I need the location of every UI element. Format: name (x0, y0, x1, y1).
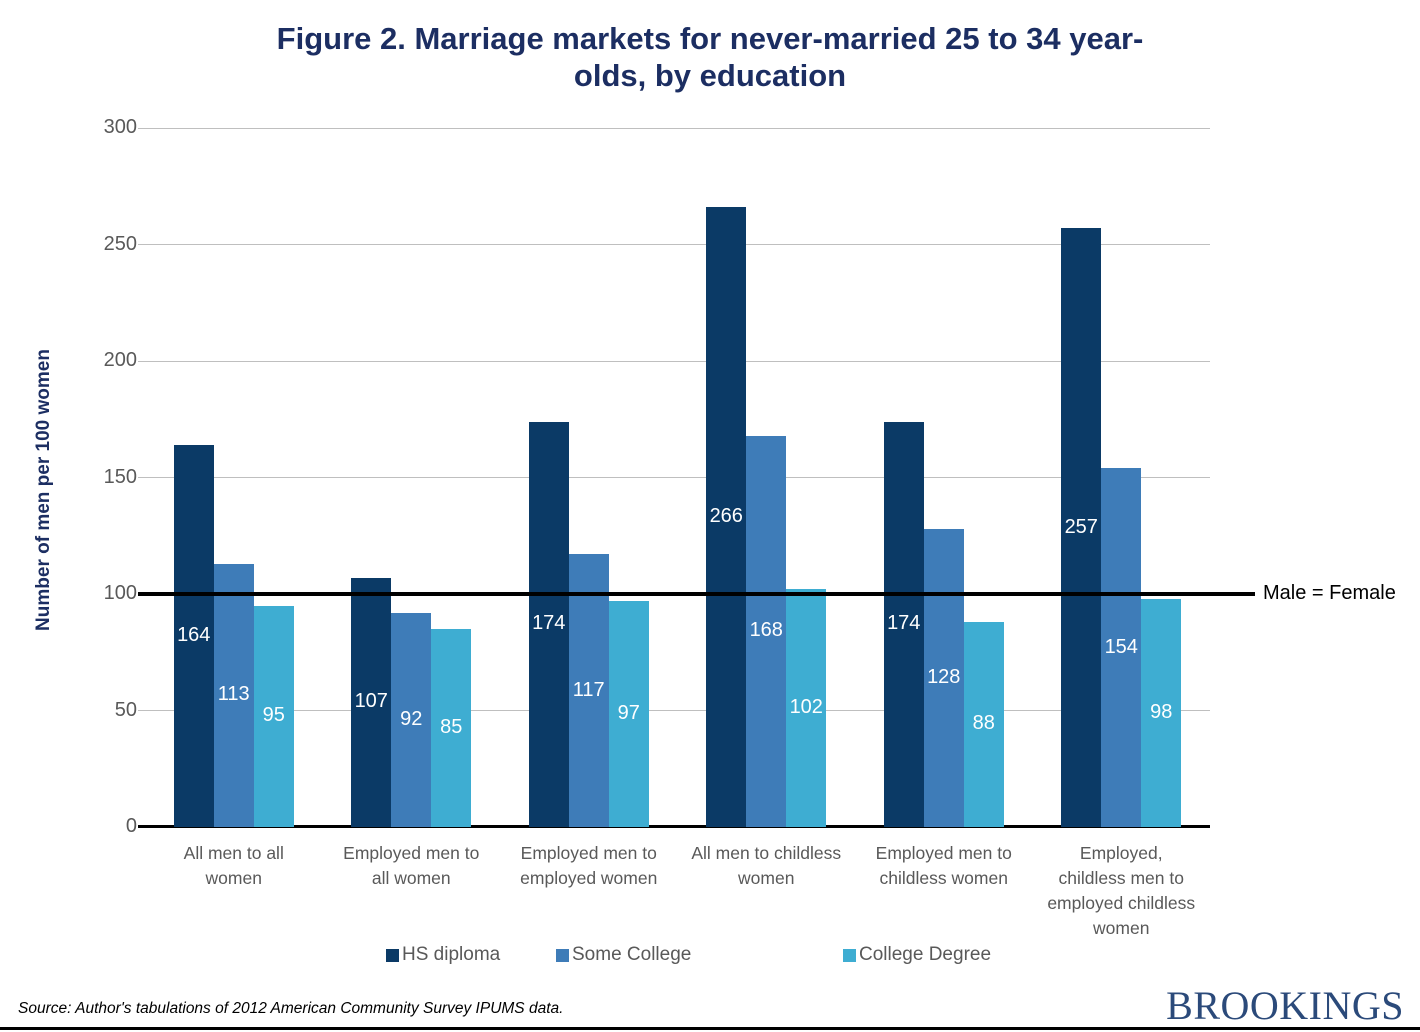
bar-college-degree-0 (253, 605, 294, 827)
plot-area: 0 50 100 150 200 250 300 164 107 174 266 174 257 113 9… (104, 116, 1255, 837)
gridline-200 (138, 360, 1210, 362)
legend-swatch (556, 948, 569, 962)
y-tick-label-100: 100 (103, 582, 137, 604)
bar-hs-diploma-1 (351, 577, 392, 827)
y-axis-title: Number of men per 100 women (33, 349, 54, 631)
source-note: Source: Author's tabulations of 2012 Ame… (18, 1000, 564, 1017)
legend-label: College Degree (859, 944, 992, 965)
bar-value-label: 97 (617, 702, 640, 724)
x-category-label-2: Employed men to employed women (520, 843, 658, 888)
bar-value-label: 98 (1150, 700, 1173, 723)
bar-value-label: 107 (354, 690, 388, 713)
bar-hs-diploma-2 (528, 421, 569, 827)
bar-value-label: 92 (400, 707, 423, 730)
bar-value-label: 168 (749, 619, 783, 642)
x-category-label-5: Employed, childless men to employed chil… (1047, 843, 1196, 938)
bar-hs-diploma-4 (883, 421, 924, 827)
reference-line-label: Male = Female (1263, 582, 1396, 604)
x-category-label-4: Employed men to childless women (875, 843, 1012, 888)
bar-college-degree-1 (431, 628, 472, 827)
bar-value-label: 257 (1064, 515, 1098, 538)
bar-college-degree-2 (608, 601, 649, 827)
x-category-label-0: All men to all women (183, 843, 284, 888)
y-tick-label-250: 250 (103, 232, 137, 255)
x-category-label-1: Employed men to all women (343, 843, 480, 888)
bar-value-label: 113 (217, 683, 250, 706)
bar-some-college-1 (391, 612, 432, 827)
bar-value-label: 174 (887, 612, 921, 635)
y-tick-label-50: 50 (114, 698, 137, 721)
y-tick-label-300: 300 (103, 116, 137, 138)
legend-item-hs-diploma: HS diploma (386, 944, 500, 966)
brookings-logo: BROOKINGS (1166, 983, 1404, 1028)
bar-some-college-5 (1101, 468, 1142, 827)
legend-swatch (386, 948, 399, 962)
bar-value-label: 266 (709, 505, 743, 528)
bar-value-label: 88 (972, 712, 995, 735)
y-tick-label-150: 150 (103, 465, 137, 488)
gridline-150 (138, 477, 1210, 478)
bar-hs-diploma-3 (706, 207, 747, 827)
legend-item-some-college: Some College (556, 944, 691, 966)
bar-hs-diploma-5 (1061, 228, 1102, 827)
bottom-rule (0, 1027, 1420, 1030)
bar-value-label: 102 (789, 696, 823, 719)
x-category-label-3: All men to childless women (691, 843, 842, 888)
reference-line (138, 592, 1255, 596)
bar-value-label: 164 (177, 623, 211, 646)
bar-college-degree-5 (1141, 598, 1182, 827)
bar-value-label: 85 (440, 715, 463, 738)
bar-some-college-4 (923, 528, 964, 827)
bar-hs-diploma-0 (173, 444, 214, 827)
bar-value-label: 128 (927, 665, 961, 688)
legend-label: HS diploma (402, 944, 501, 965)
x-axis-line (138, 825, 1210, 828)
bar-value-label: 117 (572, 678, 605, 701)
y-tick-label-0: 0 (125, 815, 137, 837)
bar-some-college-0 (213, 563, 254, 827)
bar-college-degree-3 (786, 589, 827, 827)
gridline-50 (138, 710, 1210, 711)
bar-value-label: 174 (532, 612, 566, 635)
legend-label: Some College (572, 944, 692, 965)
y-tick-label-200: 200 (103, 349, 137, 371)
bar-value-label: 154 (1104, 635, 1138, 658)
bar-college-degree-4 (963, 621, 1004, 827)
bar-some-college-2 (568, 554, 609, 827)
bar-value-label: 95 (262, 704, 285, 727)
legend-item-college-degree: College Degree (843, 944, 991, 966)
chart-title: Figure 2. Marriage markets for never-mar… (276, 21, 1144, 94)
legend-swatch (843, 948, 856, 962)
gridline-250 (138, 244, 1210, 245)
bar-some-college-3 (746, 435, 787, 827)
gridline-300 (138, 127, 1210, 129)
